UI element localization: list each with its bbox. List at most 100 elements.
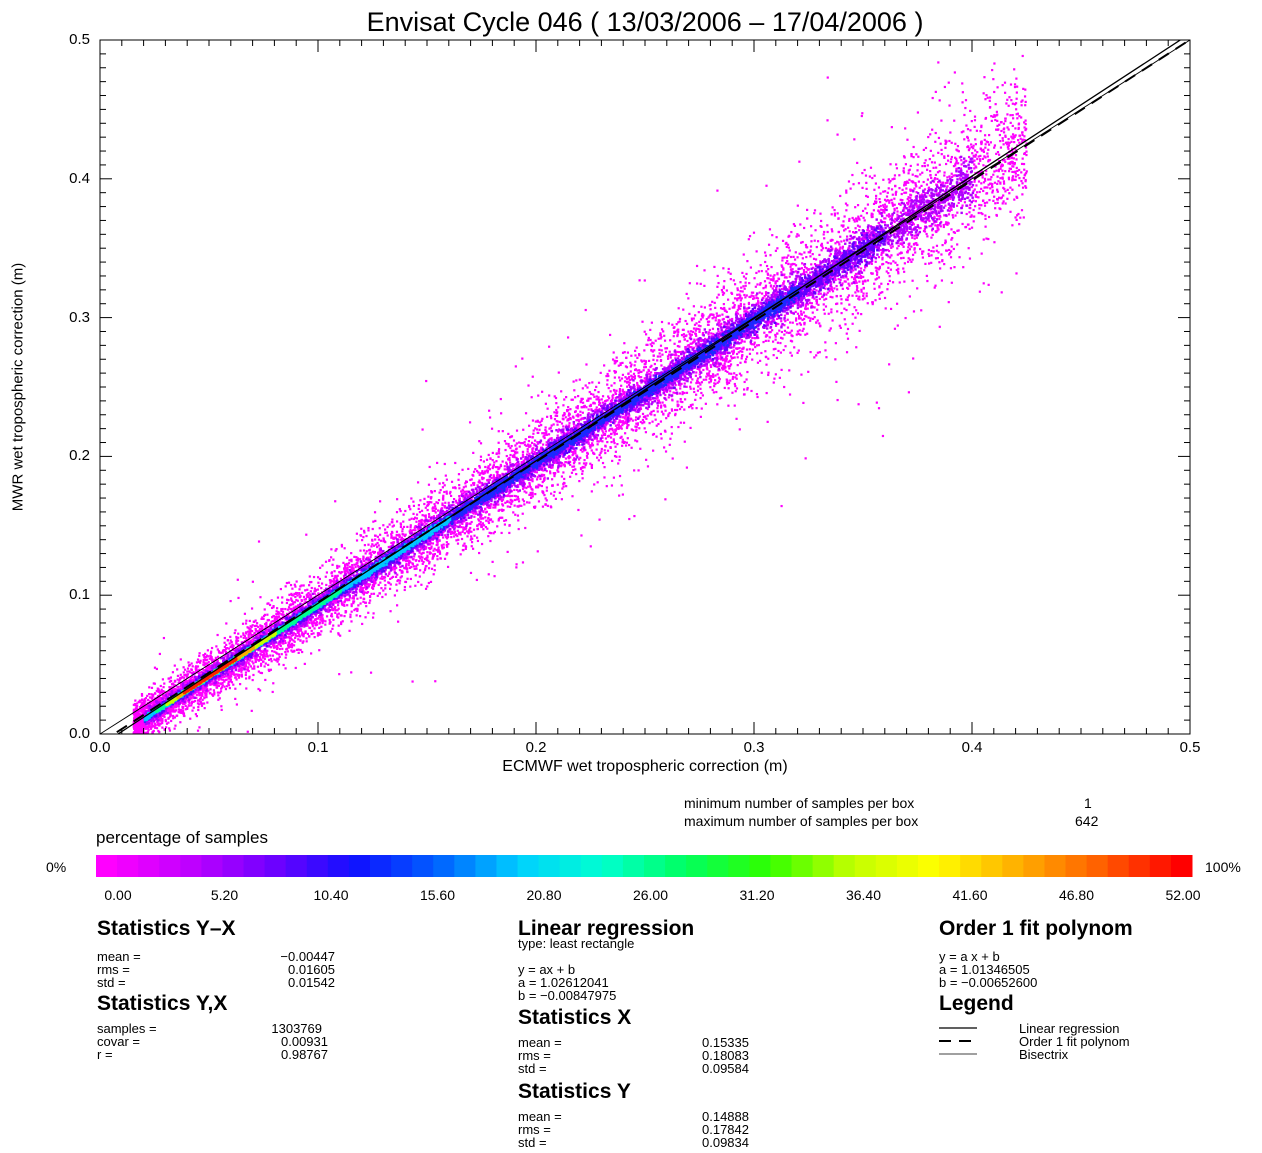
density-cell — [492, 474, 495, 477]
density-cell — [789, 321, 792, 324]
density-cell — [499, 463, 502, 467]
density-cell — [796, 256, 799, 259]
density-cell — [168, 690, 171, 693]
density-cell — [1009, 114, 1012, 117]
density-cell — [945, 186, 948, 189]
density-cell — [146, 694, 149, 697]
density-cell — [944, 242, 947, 245]
density-cell — [708, 370, 711, 373]
density-cell — [843, 229, 846, 232]
density-cell — [457, 478, 460, 481]
density-cell — [442, 536, 445, 539]
density-cell — [579, 467, 583, 471]
density-cell — [211, 668, 214, 671]
density-cell — [245, 687, 248, 690]
density-cell — [907, 181, 910, 184]
density-cell — [149, 700, 152, 703]
density-cell — [722, 285, 725, 288]
density-cell — [424, 516, 427, 519]
density-cell — [216, 648, 219, 651]
density-cell — [340, 571, 343, 574]
density-cell — [581, 447, 584, 450]
density-cell — [298, 588, 301, 591]
density-cell — [921, 171, 924, 174]
density-cell — [984, 143, 987, 146]
density-cell — [968, 206, 971, 209]
density-cell — [973, 167, 976, 170]
density-cell — [568, 422, 571, 425]
density-cell — [359, 615, 362, 618]
density-cell — [846, 337, 850, 340]
density-cell — [965, 212, 968, 216]
density-cell — [310, 632, 313, 636]
density-cell — [167, 721, 170, 724]
density-cell — [943, 263, 946, 266]
density-cell — [270, 660, 273, 663]
density-cell — [967, 149, 971, 152]
density-cell — [636, 381, 639, 385]
density-cell — [963, 138, 966, 141]
density-cell — [515, 429, 519, 432]
density-cell — [865, 294, 868, 298]
density-cell — [148, 692, 151, 696]
density-cell — [492, 475, 496, 478]
density-cell — [959, 199, 963, 202]
density-cell — [768, 281, 771, 284]
density-cell — [954, 214, 957, 217]
density-cell — [597, 390, 600, 394]
density-cell — [845, 235, 849, 238]
density-cell — [659, 332, 662, 335]
density-cell — [869, 254, 872, 258]
density-cell — [600, 434, 604, 437]
density-cell — [810, 240, 813, 243]
density-cell — [378, 592, 382, 595]
density-cell — [707, 333, 710, 336]
density-cell — [851, 264, 854, 268]
density-cell — [198, 654, 201, 657]
density-cell — [679, 384, 682, 387]
density-cell — [953, 266, 956, 269]
density-cell — [748, 235, 752, 238]
density-cell — [301, 591, 304, 594]
density-cell — [800, 373, 803, 376]
density-cell — [914, 183, 917, 187]
density-cell — [782, 267, 785, 270]
density-cell — [873, 188, 876, 191]
density-cell — [553, 475, 556, 478]
density-cell — [808, 301, 812, 305]
density-cell — [1023, 174, 1026, 177]
density-cell — [890, 188, 894, 191]
density-cell — [587, 408, 590, 411]
density-cell — [308, 575, 311, 578]
density-cell — [161, 721, 164, 725]
density-cell — [544, 428, 547, 432]
density-cell — [788, 275, 791, 278]
density-cell — [580, 406, 584, 409]
density-cell — [188, 701, 191, 705]
density-cell — [376, 541, 379, 545]
density-cell — [648, 422, 651, 425]
density-cell — [904, 127, 907, 130]
density-cell — [442, 543, 445, 546]
density-cell — [570, 471, 574, 474]
density-cell — [799, 333, 802, 336]
density-cell — [758, 283, 762, 286]
density-cell — [271, 650, 274, 653]
density-cell — [1011, 137, 1014, 140]
density-cell — [399, 523, 403, 526]
density-cell — [969, 203, 972, 207]
density-cell — [997, 180, 1000, 183]
density-cell — [420, 509, 424, 512]
density-cell — [722, 267, 725, 270]
density-cell — [351, 563, 354, 567]
density-cell — [925, 274, 928, 277]
density-cell — [403, 588, 406, 592]
density-cell — [824, 341, 827, 344]
density-cell — [795, 333, 798, 336]
density-cell — [695, 322, 698, 325]
density-cell — [1023, 126, 1026, 129]
density-cell — [284, 650, 287, 654]
density-cell — [643, 416, 647, 419]
density-cell — [142, 701, 145, 704]
density-cell — [301, 650, 304, 654]
